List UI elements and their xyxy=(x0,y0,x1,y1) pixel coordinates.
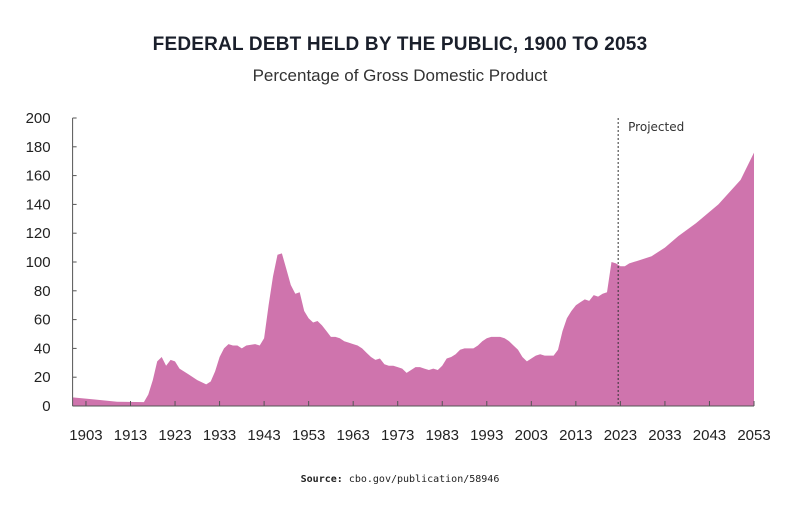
x-tick-label: 1903 xyxy=(69,427,102,444)
debt-area xyxy=(72,152,755,406)
x-tick-label: 2003 xyxy=(515,427,548,444)
x-tick-label: 2013 xyxy=(559,427,592,444)
x-tick-label: 1993 xyxy=(470,427,503,444)
source-url: cbo.gov/publication/58946 xyxy=(348,474,500,485)
y-tick-label: 100 xyxy=(26,254,51,271)
projected-label: Projected xyxy=(628,120,684,134)
y-tick-label: 180 xyxy=(26,139,51,156)
x-tick-label: 1923 xyxy=(158,427,191,444)
x-tick-label: 1943 xyxy=(247,427,280,444)
x-tick-label: 2033 xyxy=(648,427,681,444)
y-tick-label: 160 xyxy=(26,168,51,185)
y-tick-label: 20 xyxy=(34,369,51,386)
x-tick-label: 1983 xyxy=(426,427,459,444)
chart-title: FEDERAL DEBT HELD BY THE PUBLIC, 1900 TO… xyxy=(152,34,648,55)
x-tick-label: 1953 xyxy=(292,427,325,444)
x-tick-label: 2023 xyxy=(604,427,637,444)
x-tick-label: 2043 xyxy=(693,427,726,444)
y-tick-label: 200 xyxy=(26,110,51,127)
source-note: Source: cbo.gov/publication/58946 xyxy=(0,474,800,485)
source-label: Source: xyxy=(300,474,343,485)
chart-subtitle: Percentage of Gross Domestic Product xyxy=(252,66,548,85)
x-tick-label: 2053 xyxy=(737,427,770,444)
y-tick-label: 80 xyxy=(34,283,51,300)
y-tick-label: 40 xyxy=(34,340,51,357)
y-tick-label: 60 xyxy=(34,312,51,329)
y-tick-label: 140 xyxy=(26,196,51,213)
x-tick-label: 1913 xyxy=(114,427,147,444)
y-tick-label: 0 xyxy=(42,398,50,415)
x-tick-label: 1933 xyxy=(203,427,236,444)
x-tick-label: 1973 xyxy=(381,427,414,444)
x-tick-label: 1963 xyxy=(336,427,369,444)
y-tick-label: 120 xyxy=(26,225,51,242)
